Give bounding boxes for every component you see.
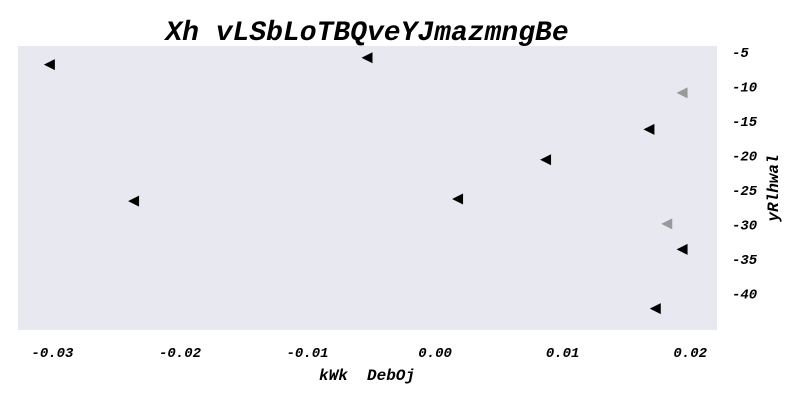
x-tick-label: -0.01 (287, 346, 329, 362)
y-axis-label: yRlhwal (765, 154, 783, 222)
x-axis-label: kWk DebOj (319, 367, 415, 385)
data-point (676, 87, 688, 99)
y-tick-label: -35 (732, 253, 758, 269)
data-point (361, 52, 373, 64)
data-point (676, 243, 688, 255)
y-tick-label: -10 (732, 81, 757, 97)
y-tick-label: -15 (732, 115, 758, 131)
data-point (643, 123, 655, 135)
x-axis-ticks: -0.03 -0.02 -0.01 0.00 0.01 0.02 (31, 346, 707, 362)
chart-title: Xh vLSbLoTBQveYJmazmngBe (163, 18, 568, 49)
y-tick-label: -30 (732, 219, 757, 235)
y-tick-label: -20 (732, 150, 757, 166)
x-tick-label: -0.03 (31, 346, 74, 362)
y-tick-label: -5 (732, 46, 749, 62)
data-point (649, 303, 661, 315)
data-point (661, 218, 673, 230)
data-point (452, 193, 464, 205)
x-tick-label: 0.01 (546, 346, 580, 362)
plot-area (18, 46, 717, 330)
data-point (43, 59, 55, 71)
y-tick-label: -25 (732, 184, 758, 200)
x-tick-label: -0.02 (159, 346, 202, 362)
y-axis-ticks: -5 -10 -15 -20 -25 -30 -35 -40 (732, 46, 758, 303)
x-tick-label: 0.00 (418, 346, 452, 362)
data-point (128, 195, 140, 207)
data-point (540, 154, 552, 166)
x-tick-label: 0.02 (673, 346, 707, 362)
data-points (43, 52, 688, 315)
y-tick-label: -40 (732, 287, 757, 303)
